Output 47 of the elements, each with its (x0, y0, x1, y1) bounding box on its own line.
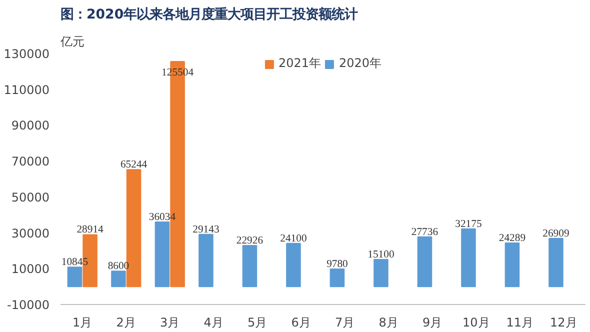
data-label: 26909 (542, 228, 570, 240)
bar (154, 221, 170, 288)
x-tick-label: 1月 (72, 316, 92, 330)
data-label: 24289 (498, 233, 526, 244)
bar (198, 234, 214, 288)
y-tick-label: 30000 (11, 226, 50, 240)
bar (548, 238, 564, 288)
data-label: 65244 (120, 160, 148, 171)
data-label: 32175 (455, 218, 482, 230)
y-tick-label: 130000 (4, 47, 50, 61)
bar (374, 259, 388, 288)
y-tick-label: 10000 (11, 262, 50, 276)
data-label: 27736 (411, 226, 439, 238)
bar (330, 268, 345, 288)
chart-title: 图：2020年以来各地月度重大项目开工投资额统计 (60, 6, 358, 22)
x-tick-label: 5月 (248, 316, 268, 330)
y-tick-label: 70000 (11, 154, 50, 169)
x-tick-label: 9月 (422, 316, 442, 330)
data-label: 24100 (280, 233, 307, 244)
y-tick-label: 50000 (11, 190, 50, 204)
x-tick-label: 2月 (116, 316, 136, 330)
data-label: 28914 (76, 224, 104, 236)
data-label: 22926 (236, 235, 264, 246)
data-label: 15100 (368, 250, 394, 260)
data-label: 29143 (192, 224, 220, 236)
bar (111, 270, 126, 288)
bar (504, 242, 520, 288)
x-tick-label: 3月 (160, 316, 180, 330)
bar (286, 242, 301, 288)
x-tick-label: 8月 (378, 316, 398, 330)
y-tick-label: 90000 (11, 118, 50, 133)
x-tick-label: 6月 (291, 316, 311, 330)
y-tick-label: -10000 (6, 298, 50, 312)
bar (417, 236, 432, 288)
bar (242, 244, 258, 288)
x-tick-label: 7月 (335, 316, 355, 330)
x-tick-label: 4月 (204, 316, 224, 330)
x-tick-label: 12月 (550, 316, 578, 330)
legend-label: 2021年 (278, 55, 321, 72)
x-tick-label: 10月 (462, 316, 490, 330)
bar (67, 266, 82, 288)
data-label: 9780 (326, 259, 348, 270)
x-tick-label: 11月 (506, 316, 534, 330)
y-axis-title: 亿元 (60, 34, 84, 48)
bar (461, 228, 476, 288)
legend-label: 2020年 (339, 55, 382, 72)
y-tick-label: 110000 (4, 82, 50, 97)
